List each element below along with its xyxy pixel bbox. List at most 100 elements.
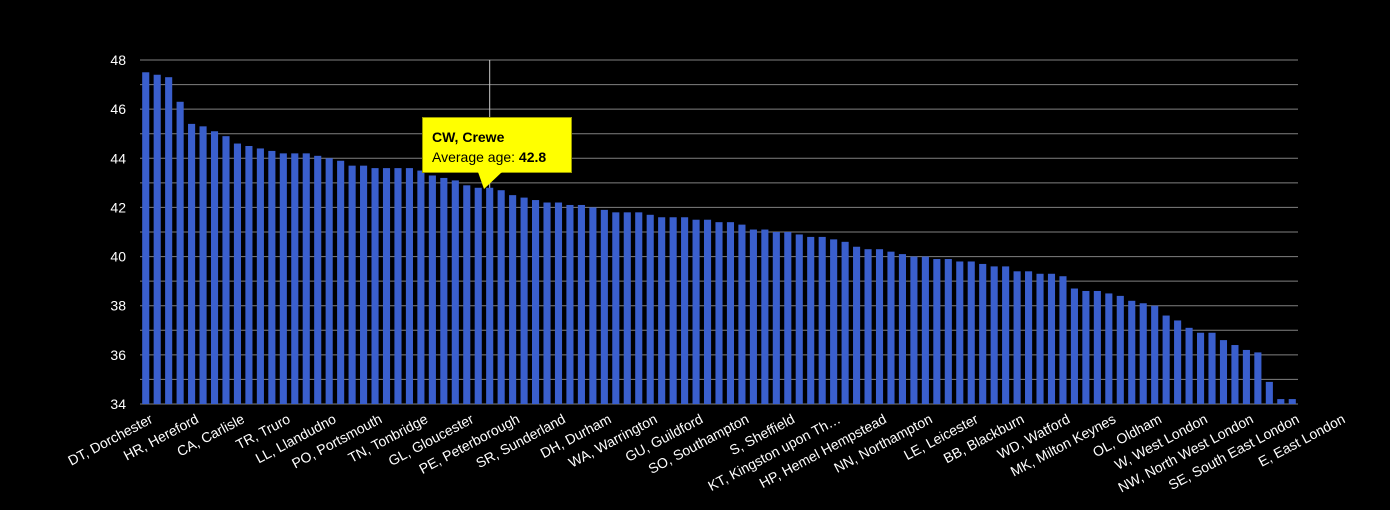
bar[interactable]: [749, 229, 757, 404]
bar[interactable]: [1196, 332, 1205, 404]
bar[interactable]: [474, 187, 482, 404]
bar[interactable]: [898, 254, 906, 404]
bar[interactable]: [1288, 399, 1296, 404]
bar[interactable]: [417, 170, 425, 404]
bar[interactable]: [210, 131, 219, 404]
bar[interactable]: [933, 259, 941, 404]
bar[interactable]: [1093, 290, 1101, 404]
bar[interactable]: [405, 168, 413, 404]
bar[interactable]: [509, 195, 517, 404]
bar[interactable]: [1105, 293, 1113, 404]
bar[interactable]: [371, 168, 379, 404]
bar[interactable]: [302, 153, 310, 404]
bar[interactable]: [451, 180, 459, 404]
bar[interactable]: [440, 177, 448, 404]
bar[interactable]: [1254, 352, 1262, 404]
bar[interactable]: [256, 148, 264, 404]
bar[interactable]: [142, 72, 150, 405]
bar[interactable]: [1174, 320, 1182, 404]
bar[interactable]: [497, 190, 505, 404]
bar[interactable]: [1219, 340, 1228, 404]
bar[interactable]: [337, 160, 345, 404]
bar[interactable]: [1139, 303, 1147, 404]
bar[interactable]: [658, 217, 666, 404]
bar[interactable]: [841, 241, 849, 404]
bar[interactable]: [830, 239, 838, 404]
bar[interactable]: [967, 261, 975, 404]
bar[interactable]: [153, 74, 161, 404]
bar[interactable]: [1242, 349, 1250, 404]
bar[interactable]: [486, 187, 494, 404]
bar[interactable]: [1025, 271, 1033, 404]
bar[interactable]: [566, 204, 574, 404]
bar[interactable]: [268, 150, 276, 404]
bar[interactable]: [979, 263, 987, 404]
bar[interactable]: [921, 256, 929, 404]
bar[interactable]: [577, 204, 585, 404]
bar[interactable]: [1208, 332, 1216, 404]
bar[interactable]: [818, 236, 826, 404]
bar[interactable]: [1185, 327, 1193, 404]
bar[interactable]: [199, 126, 207, 404]
bar[interactable]: [887, 251, 895, 404]
bar[interactable]: [703, 219, 712, 404]
bar[interactable]: [1162, 315, 1170, 404]
bar[interactable]: [1013, 271, 1021, 404]
bar[interactable]: [910, 256, 918, 404]
bar[interactable]: [807, 236, 815, 404]
bar[interactable]: [875, 249, 884, 404]
bar[interactable]: [1277, 399, 1285, 404]
bar[interactable]: [990, 266, 998, 404]
bar[interactable]: [1059, 276, 1067, 404]
bar[interactable]: [692, 219, 700, 404]
bar[interactable]: [360, 165, 368, 404]
bar[interactable]: [543, 202, 551, 404]
bar[interactable]: [715, 222, 723, 404]
bar[interactable]: [1082, 290, 1090, 404]
bar[interactable]: [864, 249, 872, 404]
bar[interactable]: [1231, 345, 1239, 404]
bar[interactable]: [188, 123, 196, 404]
bar[interactable]: [589, 207, 597, 404]
bar[interactable]: [1151, 305, 1159, 404]
bar[interactable]: [1047, 273, 1056, 404]
bar[interactable]: [532, 200, 540, 404]
bar[interactable]: [176, 101, 184, 405]
bar[interactable]: [279, 153, 287, 404]
bar[interactable]: [612, 212, 620, 404]
bar[interactable]: [314, 155, 322, 404]
bar[interactable]: [738, 224, 746, 404]
bar[interactable]: [772, 232, 780, 404]
bar[interactable]: [348, 165, 356, 404]
bar[interactable]: [520, 197, 528, 404]
bar[interactable]: [1070, 288, 1078, 404]
bar[interactable]: [956, 261, 964, 404]
bar[interactable]: [165, 77, 173, 404]
bar[interactable]: [554, 202, 563, 404]
bar[interactable]: [325, 158, 333, 404]
bar[interactable]: [394, 168, 402, 404]
bar[interactable]: [428, 175, 436, 404]
bar[interactable]: [233, 143, 242, 405]
bar[interactable]: [623, 212, 631, 404]
bar[interactable]: [222, 136, 230, 404]
bar[interactable]: [1128, 300, 1136, 404]
bar[interactable]: [1265, 381, 1273, 404]
bar[interactable]: [291, 153, 299, 404]
bar[interactable]: [646, 214, 654, 404]
bar[interactable]: [784, 232, 792, 404]
bar[interactable]: [726, 222, 735, 404]
bar[interactable]: [853, 246, 861, 404]
bar[interactable]: [669, 217, 677, 404]
bar[interactable]: [245, 146, 253, 404]
bar[interactable]: [1002, 266, 1010, 404]
bar[interactable]: [635, 212, 643, 404]
bar[interactable]: [795, 234, 803, 404]
bar[interactable]: [600, 209, 608, 404]
bar[interactable]: [463, 185, 471, 404]
bar[interactable]: [1116, 295, 1124, 404]
bar[interactable]: [761, 229, 769, 404]
bar[interactable]: [681, 217, 689, 404]
bar[interactable]: [1036, 273, 1044, 404]
bar[interactable]: [382, 168, 391, 404]
